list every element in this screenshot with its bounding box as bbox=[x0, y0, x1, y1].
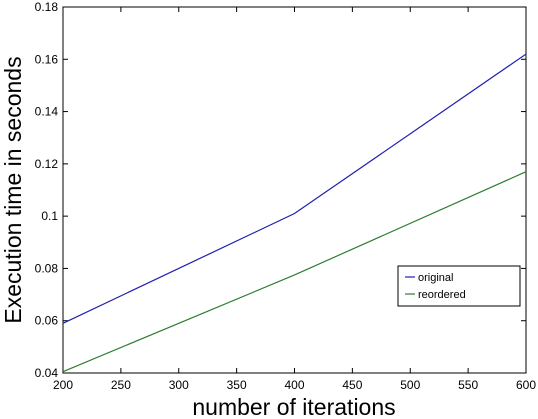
y-tick-label: 0.14 bbox=[35, 105, 59, 119]
y-axis-label: Execution time in seconds bbox=[0, 56, 26, 323]
x-tick-label: 500 bbox=[400, 378, 420, 392]
x-tick-label: 300 bbox=[169, 378, 189, 392]
x-axis: 200 250 300 350 400 450 500 550 600 bbox=[53, 7, 536, 392]
x-tick-label: 350 bbox=[227, 378, 247, 392]
legend-label-reordered: reordered bbox=[418, 289, 466, 301]
y-tick-label: 0.18 bbox=[35, 0, 59, 14]
y-tick-label: 0.08 bbox=[35, 261, 59, 275]
legend-label-original: original bbox=[418, 272, 453, 284]
y-tick-label: 0.12 bbox=[35, 157, 59, 171]
x-tick-label: 400 bbox=[284, 378, 304, 392]
legend-box bbox=[397, 265, 521, 307]
series-layer bbox=[62, 53, 527, 373]
x-tick-label: 250 bbox=[111, 378, 131, 392]
y-tick-label: 0.04 bbox=[35, 366, 59, 380]
series-line-reordered bbox=[62, 171, 527, 373]
x-tick-label: 450 bbox=[342, 378, 362, 392]
y-tick-label: 0.1 bbox=[41, 209, 58, 223]
y-tick-label: 0.06 bbox=[35, 314, 59, 328]
y-tick-label: 0.16 bbox=[35, 52, 59, 66]
plot-area bbox=[62, 6, 527, 374]
legend: original reordered bbox=[397, 265, 521, 307]
x-tick-label: 550 bbox=[458, 378, 478, 392]
x-tick-label: 200 bbox=[53, 378, 73, 392]
x-axis-label: number of iterations bbox=[192, 394, 395, 419]
x-tick-label: 600 bbox=[516, 378, 536, 392]
series-line-original bbox=[62, 53, 527, 324]
y-axis: 0.04 0.06 0.08 0.1 0.12 0.14 0.16 0.18 bbox=[35, 0, 526, 380]
